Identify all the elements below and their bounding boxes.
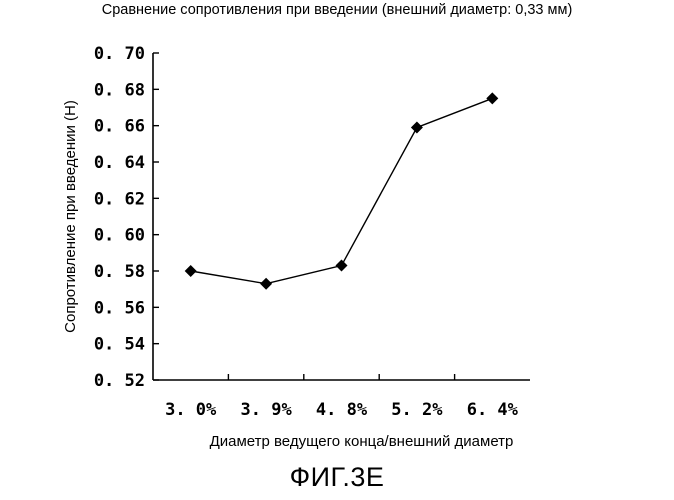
x-tick-label: 4. 8% bbox=[316, 400, 368, 420]
chart-axes bbox=[153, 53, 530, 380]
y-tick-label: 0. 62 bbox=[94, 189, 145, 209]
data-point-marker bbox=[486, 92, 498, 104]
y-tick-label: 0. 54 bbox=[94, 335, 145, 355]
data-point-marker bbox=[185, 265, 197, 277]
figure-caption: ФИГ.3E bbox=[0, 462, 674, 493]
y-tick-label: 0. 66 bbox=[94, 117, 145, 137]
y-tick-label: 0. 60 bbox=[94, 226, 145, 246]
x-axis-label: Диаметр ведущего конца/внешний диаметр bbox=[210, 433, 514, 450]
y-tick-label: 0. 58 bbox=[94, 262, 145, 282]
y-tick-label: 0. 52 bbox=[94, 371, 145, 391]
x-tick-label: 5. 2% bbox=[391, 400, 443, 420]
x-tick-label: 3. 0% bbox=[165, 400, 217, 420]
y-tick-label: 0. 68 bbox=[94, 80, 145, 100]
series-line bbox=[191, 98, 493, 283]
y-tick-label: 0. 64 bbox=[94, 153, 145, 173]
y-tick-label: 0. 70 bbox=[94, 44, 145, 64]
data-point-marker bbox=[336, 260, 348, 272]
y-tick-label: 0. 56 bbox=[94, 298, 145, 318]
x-tick-label: 6. 4% bbox=[467, 400, 519, 420]
y-axis-label: Сопротивление при введении (Н) bbox=[62, 100, 79, 333]
data-point-marker bbox=[260, 278, 272, 290]
data-series bbox=[185, 92, 499, 289]
data-point-marker bbox=[411, 121, 423, 133]
x-tick-labels: 3. 0% 3. 9% 4. 8% 5. 2% 6. 4% bbox=[165, 400, 519, 420]
x-tick-label: 3. 9% bbox=[241, 400, 293, 420]
y-tick-labels: 0. 52 0. 54 0. 56 0. 58 0. 60 0. 62 0. 64 0. 66… bbox=[94, 44, 145, 391]
